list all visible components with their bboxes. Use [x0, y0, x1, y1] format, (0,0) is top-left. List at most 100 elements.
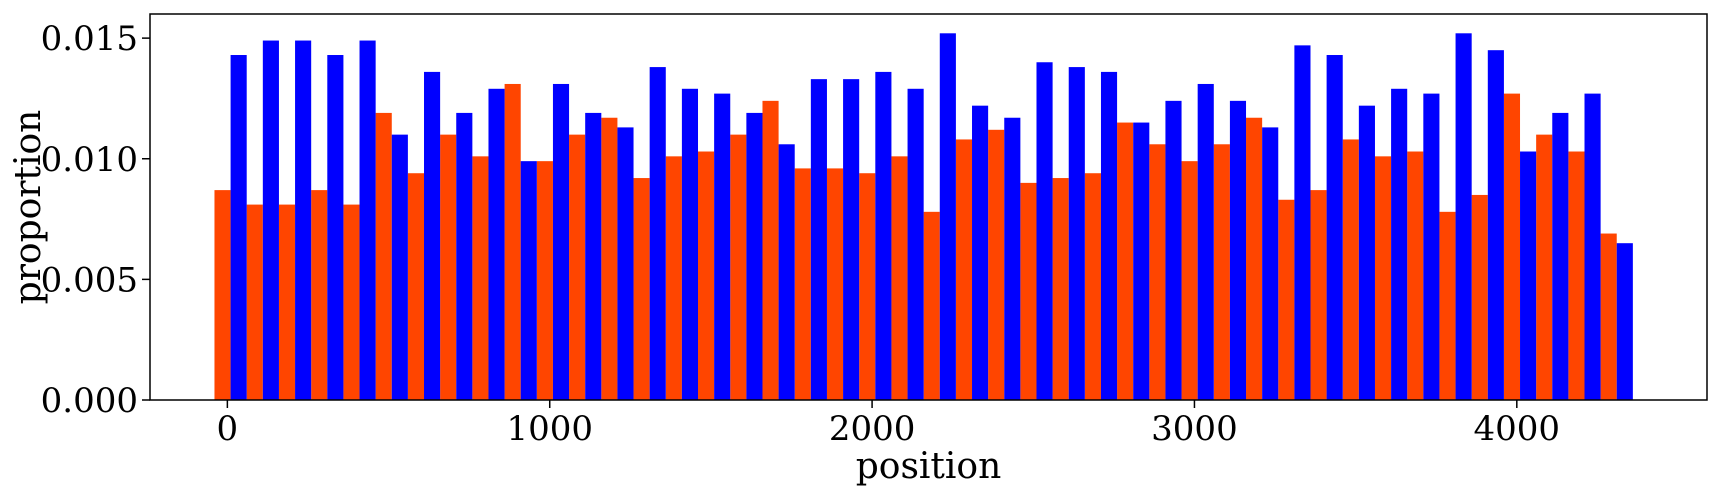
bar-series-2-bin-1000 — [552, 83, 570, 401]
bar-series-2-bin-3800 — [1455, 33, 1472, 401]
bar-series-1-bin-100 — [246, 204, 263, 400]
bar-series-1-bin-3300 — [1278, 199, 1295, 400]
bar-series-2-bin-2700 — [1100, 71, 1118, 401]
bar-series-2-bin-3400 — [1326, 55, 1343, 400]
bar-series-2-bin-200 — [295, 40, 312, 400]
bar-series-2-bin-4000 — [1520, 151, 1537, 400]
bar-series-1-bin-900 — [504, 83, 521, 401]
bar-series-1-bin-4100 — [1536, 134, 1553, 401]
x-tick-label: 3000 — [1151, 409, 1238, 449]
bar-series-2-bin-1200 — [617, 127, 634, 400]
bar-series-2-bin-700 — [456, 112, 473, 400]
bar-series-1-bin-2200 — [923, 211, 940, 400]
bar-series-1-bin-3400 — [1310, 190, 1327, 400]
bar-series-1-bin-2600 — [1052, 178, 1069, 400]
bar-series-2-bin-1900 — [843, 79, 860, 400]
bar-series-1-bin-1100 — [569, 134, 586, 401]
bar-series-2-bin-1700 — [778, 144, 795, 400]
bar-series-2-bin-400 — [359, 40, 376, 400]
bar-series-1-bin-2300 — [955, 139, 973, 400]
bar-series-1-bin-500 — [375, 112, 392, 400]
x-tick-label: 4000 — [1474, 409, 1561, 449]
bar-series-2-bin-3100 — [1229, 100, 1247, 400]
bar-series-2-bin-2800 — [1133, 122, 1150, 400]
bar-series-1-bin-2900 — [1149, 144, 1166, 400]
y-tick-label: 0.015 — [41, 19, 138, 59]
bar-series-2-bin-2400 — [1004, 117, 1021, 401]
bar-series-2-bin-3900 — [1487, 50, 1504, 400]
x-tick-label: 0 — [217, 409, 239, 449]
plot-frame — [149, 13, 1708, 401]
ticks-group: 0 1000 2000 3000 4000 0.000 0.005 0.010 0.015 — [41, 19, 1560, 449]
bar-series-1-bin-1000 — [536, 161, 553, 400]
bar-series-2-bin-300 — [327, 55, 344, 400]
bar-series-1-bin-3600 — [1374, 156, 1392, 400]
y-tick-label: 0.000 — [41, 381, 138, 421]
x-axis-label: position — [856, 446, 1002, 487]
y-tick-label: 0.005 — [41, 260, 138, 300]
bar-series-2-bin-3200 — [1262, 127, 1279, 400]
bar-series-1-bin-4000 — [1503, 93, 1521, 401]
bar-series-2-bin-900 — [520, 161, 537, 400]
bar-series-2-bin-2500 — [1036, 62, 1053, 400]
bar-series-2-bin-1800 — [810, 79, 827, 400]
bar-series-2-bin-2300 — [972, 105, 989, 401]
bar-series-1-bin-3500 — [1342, 139, 1359, 400]
bar-series-2-bin-4100 — [1552, 112, 1569, 400]
bar-series-2-bin-1600 — [746, 112, 763, 400]
bar-series-1-bin-2500 — [1020, 182, 1037, 401]
bar-series-1-bin-3700 — [1407, 151, 1424, 400]
bar-series-1-bin-4300 — [1600, 233, 1617, 400]
bar-series-1-bin-200 — [278, 204, 296, 400]
bar-series-1-bin-3200 — [1246, 117, 1263, 401]
bar-series-1-bin-4200 — [1568, 151, 1585, 400]
bar-series-1-bin-400 — [343, 204, 360, 400]
bar-series-1-bin-300 — [311, 190, 328, 400]
bar-series-2-bin-3700 — [1423, 93, 1440, 401]
y-tick-label: 0.010 — [41, 140, 138, 180]
bar-series-2-bin-600 — [424, 71, 441, 401]
bar-series-1-bin-2400 — [988, 129, 1005, 401]
bar-series-1-bin-2700 — [1084, 173, 1101, 400]
bar-series-2-bin-2900 — [1165, 100, 1182, 400]
bar-series-1-bin-1800 — [794, 168, 811, 400]
bar-series-2-bin-3600 — [1391, 88, 1408, 400]
bar-series-2-bin-3500 — [1358, 105, 1375, 401]
x-tick-label: 1000 — [506, 409, 593, 449]
bar-series-1-bin-600 — [407, 173, 425, 400]
bar-series-1-bin-2100 — [891, 156, 908, 400]
bar-series-2-bin-2100 — [907, 88, 924, 400]
bar-series-1-bin-3900 — [1471, 194, 1488, 400]
bar-series-2-bin-1400 — [681, 88, 699, 400]
bar-series-2-bin-2600 — [1068, 67, 1085, 400]
bars-group — [214, 33, 1633, 401]
bar-series-1-bin-3000 — [1181, 161, 1198, 400]
bar-series-2-bin-4300 — [1616, 243, 1633, 400]
bar-series-2-bin-2200 — [939, 33, 956, 401]
bar-series-2-bin-500 — [391, 134, 408, 401]
bar-series-2-bin-4200 — [1584, 93, 1601, 401]
bar-series-1-bin-0 — [214, 190, 231, 400]
bar-series-1-bin-3100 — [1213, 144, 1230, 400]
bar-series-1-bin-2000 — [859, 173, 876, 400]
bar-series-2-bin-3300 — [1294, 45, 1311, 401]
bar-series-2-bin-3000 — [1197, 83, 1214, 401]
bar-series-1-bin-800 — [472, 156, 489, 400]
y-axis-label: proportion — [8, 110, 49, 305]
bar-series-1-bin-1600 — [730, 134, 747, 401]
bar-series-2-bin-1300 — [649, 67, 666, 400]
bar-series-1-bin-1300 — [633, 178, 650, 400]
bar-series-1-bin-1500 — [698, 151, 715, 400]
bar-series-1-bin-1400 — [665, 156, 682, 400]
x-tick-label: 2000 — [829, 409, 916, 449]
bar-series-1-bin-1700 — [762, 100, 779, 400]
bar-series-2-bin-800 — [488, 88, 505, 400]
bar-series-1-bin-700 — [440, 134, 457, 401]
bar-series-1-bin-2800 — [1117, 122, 1134, 400]
bar-series-1-bin-1200 — [601, 117, 618, 401]
bar-series-2-bin-0 — [230, 55, 247, 400]
bar-series-2-bin-2000 — [875, 71, 892, 401]
bar-series-1-bin-1900 — [826, 168, 844, 400]
bar-series-2-bin-1100 — [585, 112, 602, 400]
